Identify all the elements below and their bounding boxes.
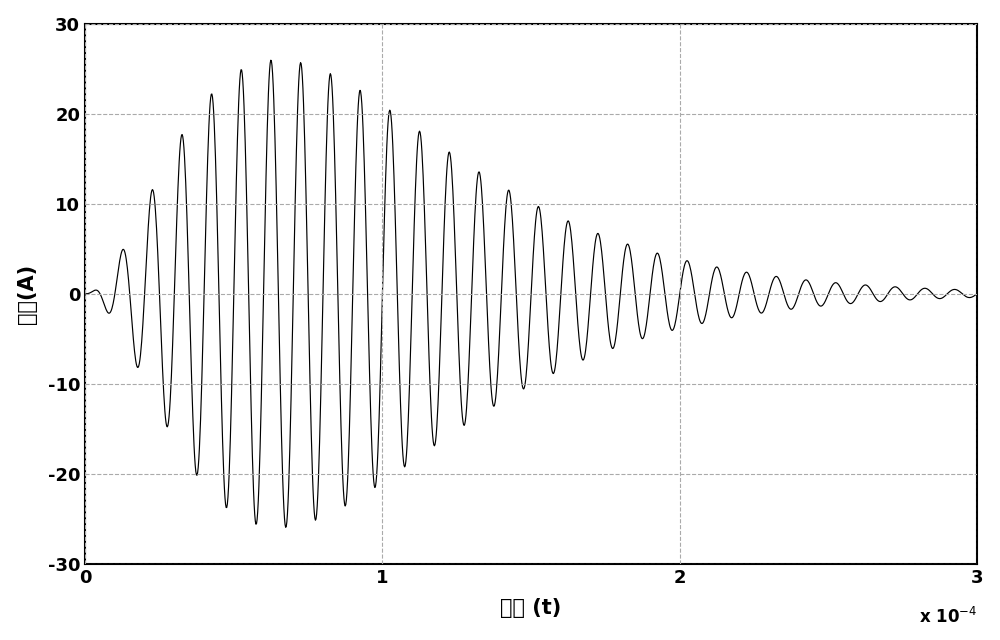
X-axis label: 时间 (t): 时间 (t) (500, 598, 562, 618)
Y-axis label: 幅度(A): 幅度(A) (17, 264, 37, 324)
Text: x 10$^{-4}$: x 10$^{-4}$ (919, 607, 977, 627)
